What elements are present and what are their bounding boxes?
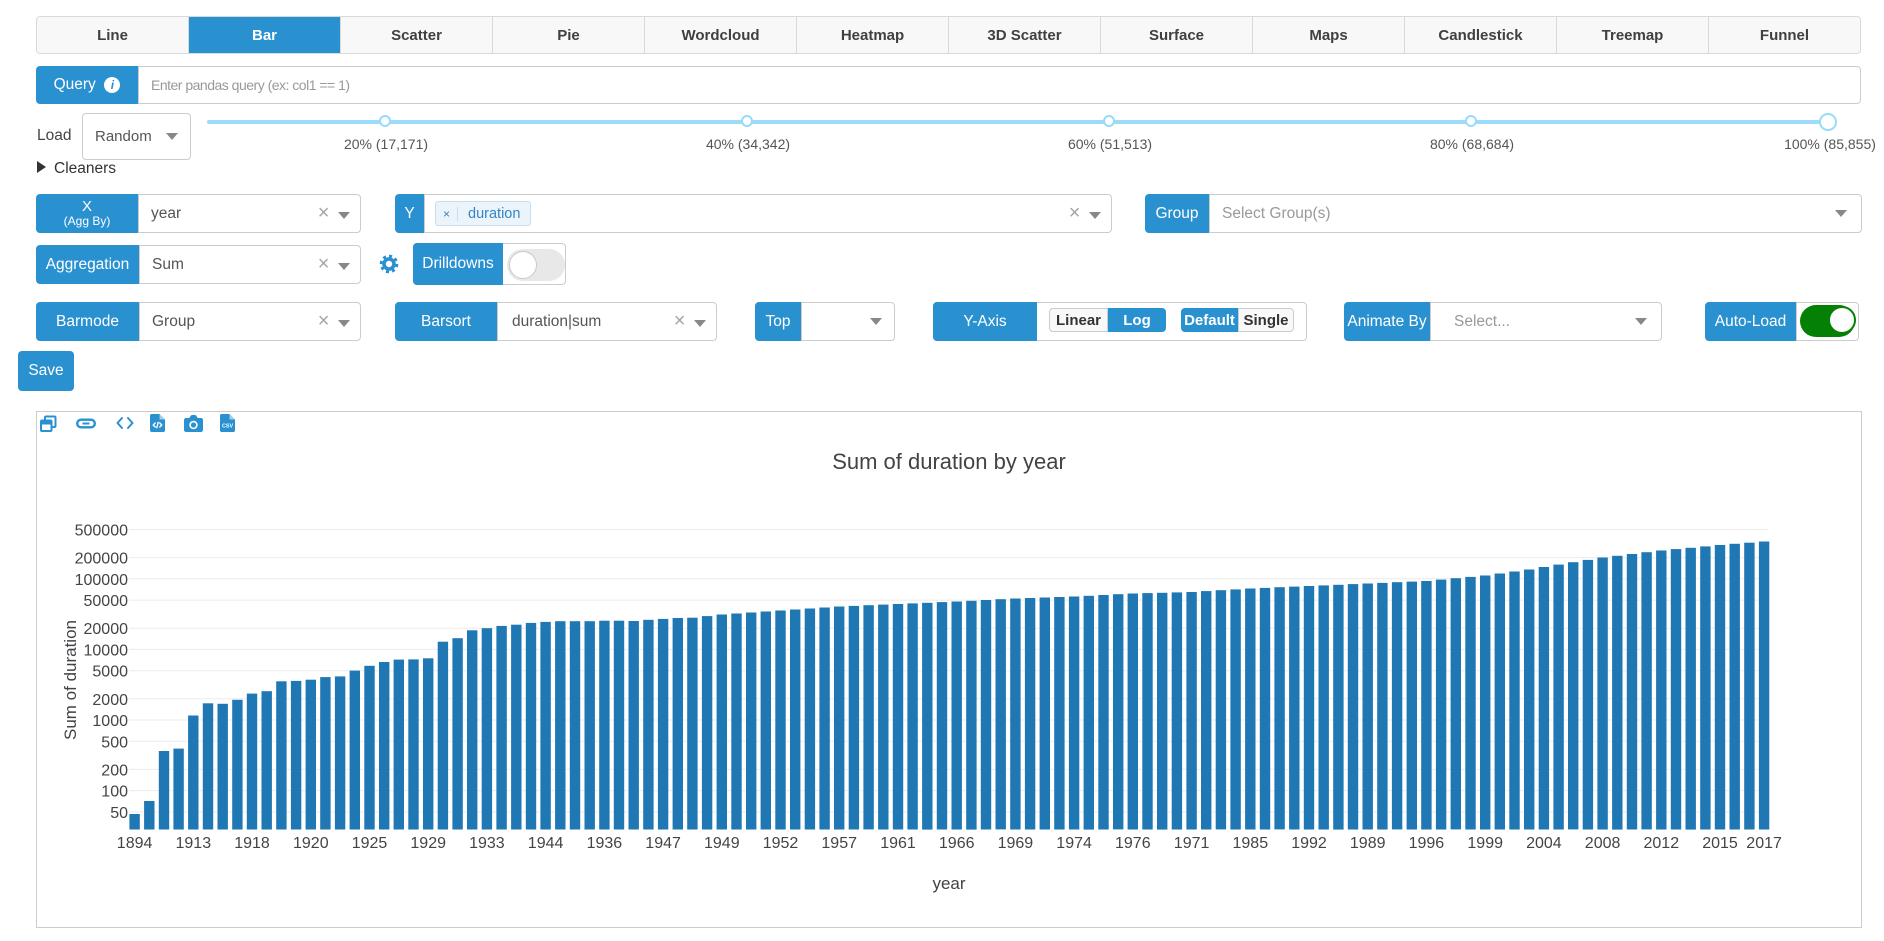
svg-text:1925: 1925 [352,835,388,852]
svg-text:2017: 2017 [1746,835,1782,852]
svg-text:1971: 1971 [1174,835,1210,852]
svg-text:1992: 1992 [1291,835,1327,852]
svg-text:50000: 50000 [84,593,129,610]
svg-text:1961: 1961 [880,835,916,852]
svg-text:1918: 1918 [234,835,270,852]
svg-text:50: 50 [110,805,128,822]
svg-text:1957: 1957 [821,835,857,852]
svg-text:1996: 1996 [1409,835,1445,852]
svg-text:1966: 1966 [939,835,975,852]
svg-text:1949: 1949 [704,835,740,852]
svg-text:1936: 1936 [587,835,623,852]
svg-text:200: 200 [101,762,128,779]
svg-text:1989: 1989 [1350,835,1386,852]
svg-text:1985: 1985 [1233,835,1269,852]
svg-text:1976: 1976 [1115,835,1151,852]
svg-text:1944: 1944 [528,835,564,852]
svg-text:20000: 20000 [84,621,129,638]
svg-text:year: year [932,874,965,893]
svg-text:100000: 100000 [75,572,128,589]
svg-text:2015: 2015 [1702,835,1738,852]
svg-text:200000: 200000 [75,551,128,568]
svg-text:Sum of duration: Sum of duration [61,620,80,740]
svg-text:1894: 1894 [117,835,153,852]
svg-text:5000: 5000 [92,664,128,681]
svg-text:CSV: CSV [222,424,233,430]
svg-text:10000: 10000 [84,642,129,659]
svg-text:1947: 1947 [645,835,681,852]
svg-text:2000: 2000 [92,692,128,709]
svg-text:1974: 1974 [1056,835,1092,852]
svg-text:1999: 1999 [1467,835,1503,852]
svg-text:1969: 1969 [998,835,1034,852]
svg-text:2008: 2008 [1585,835,1621,852]
svg-text:1952: 1952 [763,835,799,852]
svg-text:2012: 2012 [1644,835,1680,852]
svg-text:500000: 500000 [75,523,128,540]
svg-text:1000: 1000 [92,713,128,730]
svg-text:1929: 1929 [410,835,446,852]
svg-text:2004: 2004 [1526,835,1562,852]
svg-text:100: 100 [101,784,128,801]
svg-text:Sum of duration by year: Sum of duration by year [832,449,1066,474]
svg-text:1933: 1933 [469,835,505,852]
svg-text:500: 500 [101,734,128,751]
svg-text:1920: 1920 [293,835,329,852]
svg-text:1913: 1913 [176,835,212,852]
